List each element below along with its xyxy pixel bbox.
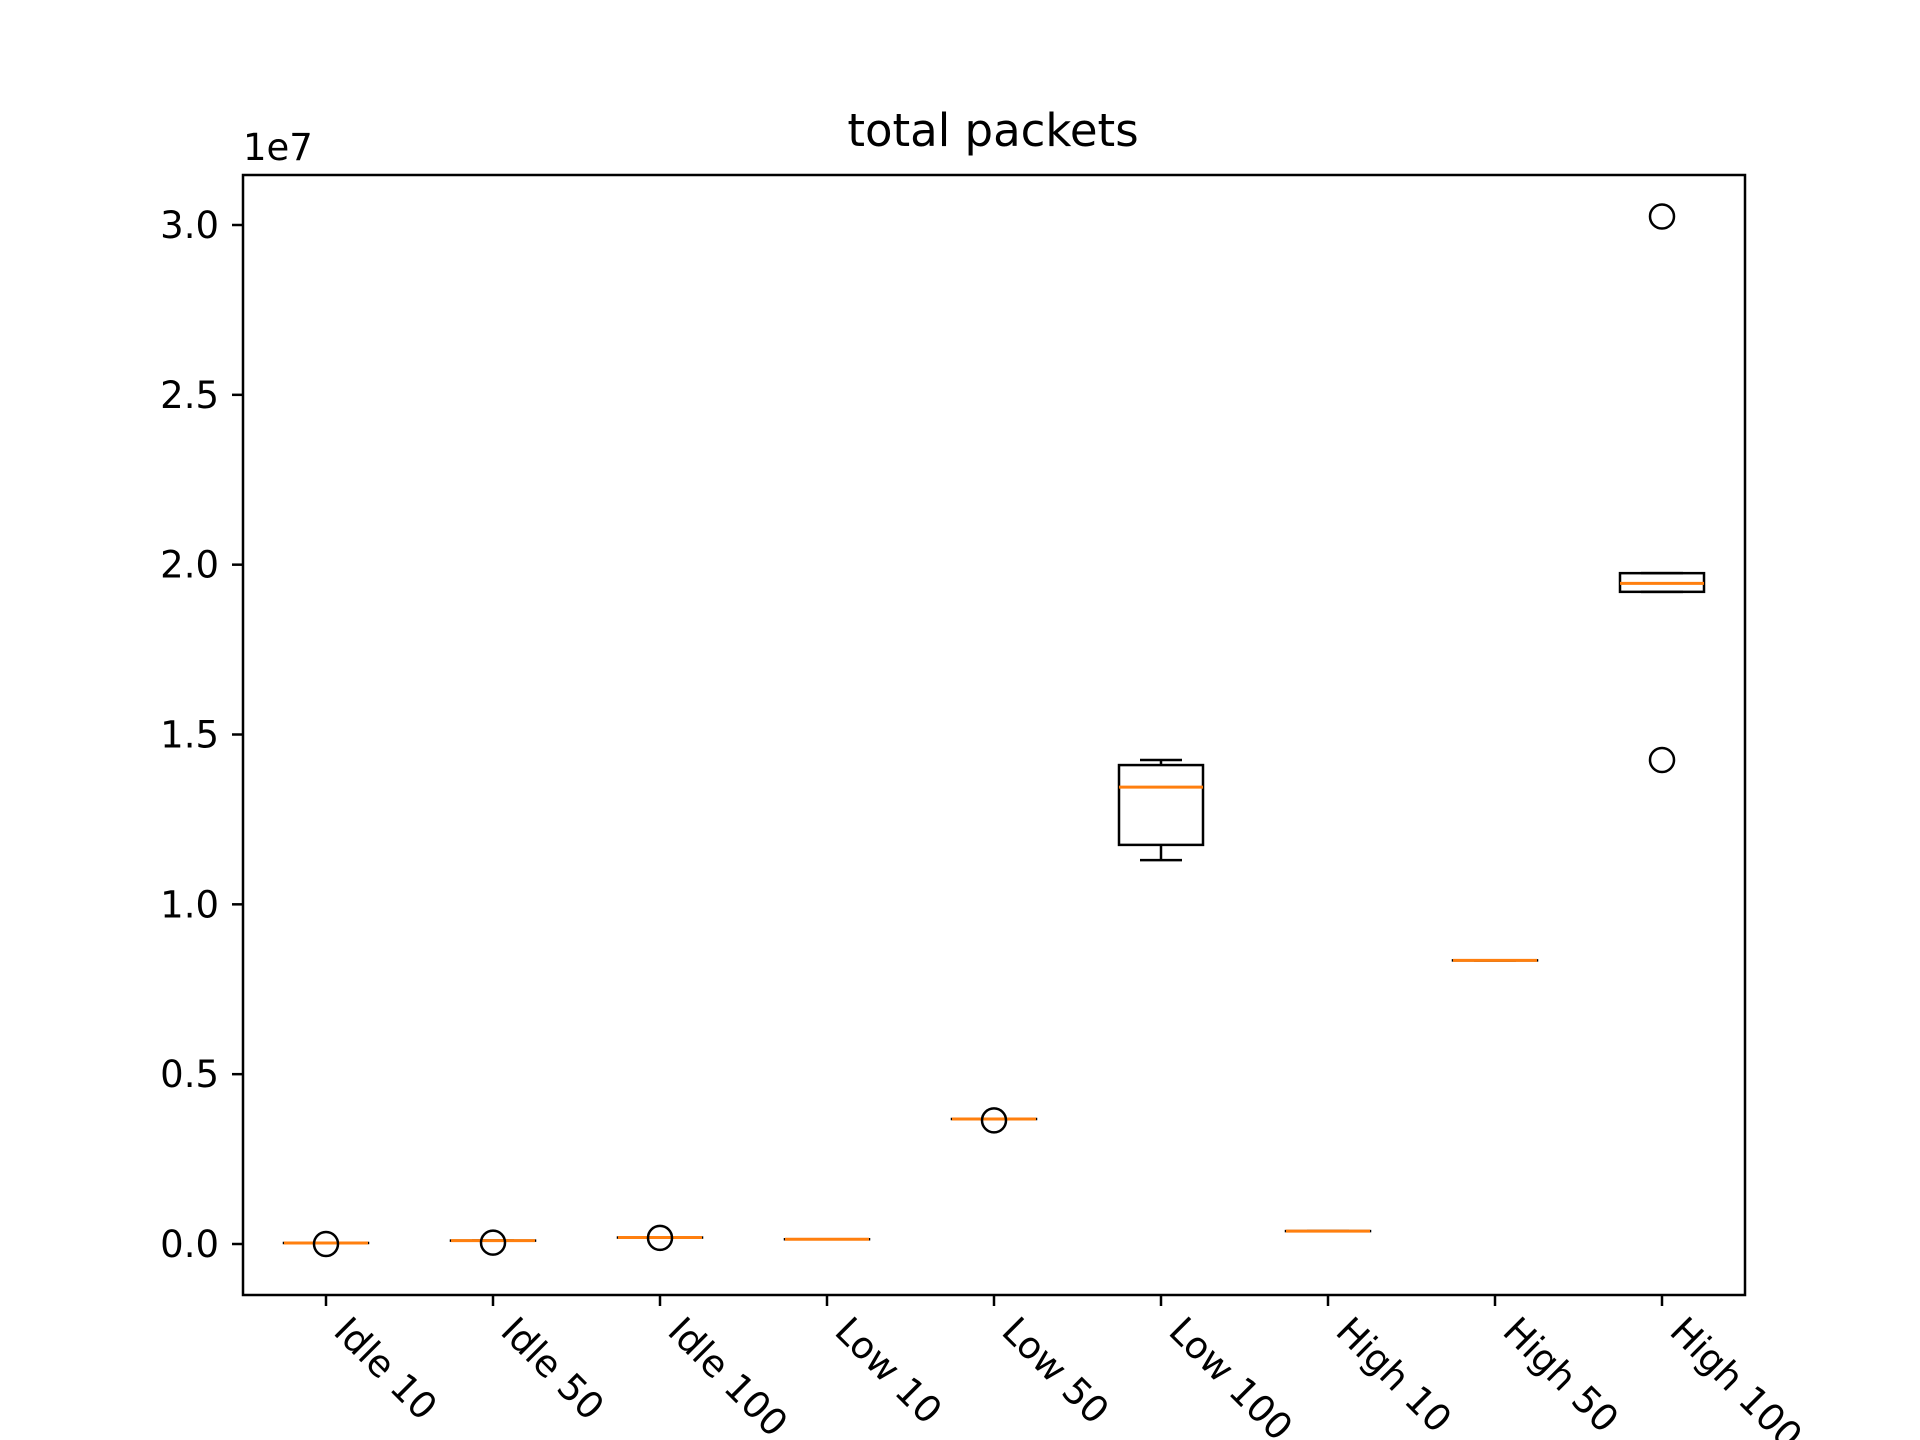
outlier-point <box>646 1224 674 1252</box>
plot-marks <box>282 203 1706 1258</box>
box-idle-50 <box>449 1229 537 1256</box>
outlier-point <box>1648 746 1676 774</box>
y-tick-label: 1.5 <box>160 714 219 757</box>
y-tick-label: 0.0 <box>160 1223 219 1266</box>
box-idle-100 <box>616 1224 704 1252</box>
x-tick-label: High 10 <box>1328 1309 1460 1440</box>
x-tick-label: High 50 <box>1495 1309 1627 1440</box>
iqr-box <box>1117 763 1205 847</box>
x-tick-label: High 100 <box>1662 1309 1811 1440</box>
x-tick-label: Idle 50 <box>493 1309 613 1429</box>
x-tick-label: Low 50 <box>994 1309 1118 1433</box>
box-high-100 <box>1618 203 1706 774</box>
box-idle-10 <box>282 1230 370 1258</box>
x-tick-label: Low 100 <box>1161 1309 1301 1440</box>
y-axis-ticks: 0.0 0.5 1.0 1.5 2.0 2.5 3.0 <box>160 204 243 1266</box>
outlier-point <box>980 1107 1008 1134</box>
x-axis-ticks: Idle 10 Idle 50 Idle 100 Low 10 Low 50 Low 10… <box>324 1295 1811 1440</box>
y-axis-offset-label: 1e7 <box>243 126 313 169</box>
y-tick-label: 2.0 <box>160 544 219 587</box>
y-tick-label: 3.0 <box>160 204 219 247</box>
y-tick-label: 0.5 <box>160 1053 219 1096</box>
box-low-100 <box>1117 758 1205 862</box>
box-low-50 <box>950 1107 1038 1134</box>
axes-frame <box>241 173 1747 1297</box>
y-tick-label: 1.0 <box>160 883 219 926</box>
x-tick-label: Idle 100 <box>660 1309 796 1440</box>
chart-title: total packets <box>847 104 1138 157</box>
x-tick-label: Low 10 <box>827 1309 951 1433</box>
y-tick-label: 2.5 <box>160 374 219 417</box>
outlier-point <box>1648 203 1676 230</box>
outlier-point <box>479 1229 507 1256</box>
outlier-point <box>312 1230 340 1258</box>
x-tick-label: Idle 10 <box>326 1309 446 1429</box>
